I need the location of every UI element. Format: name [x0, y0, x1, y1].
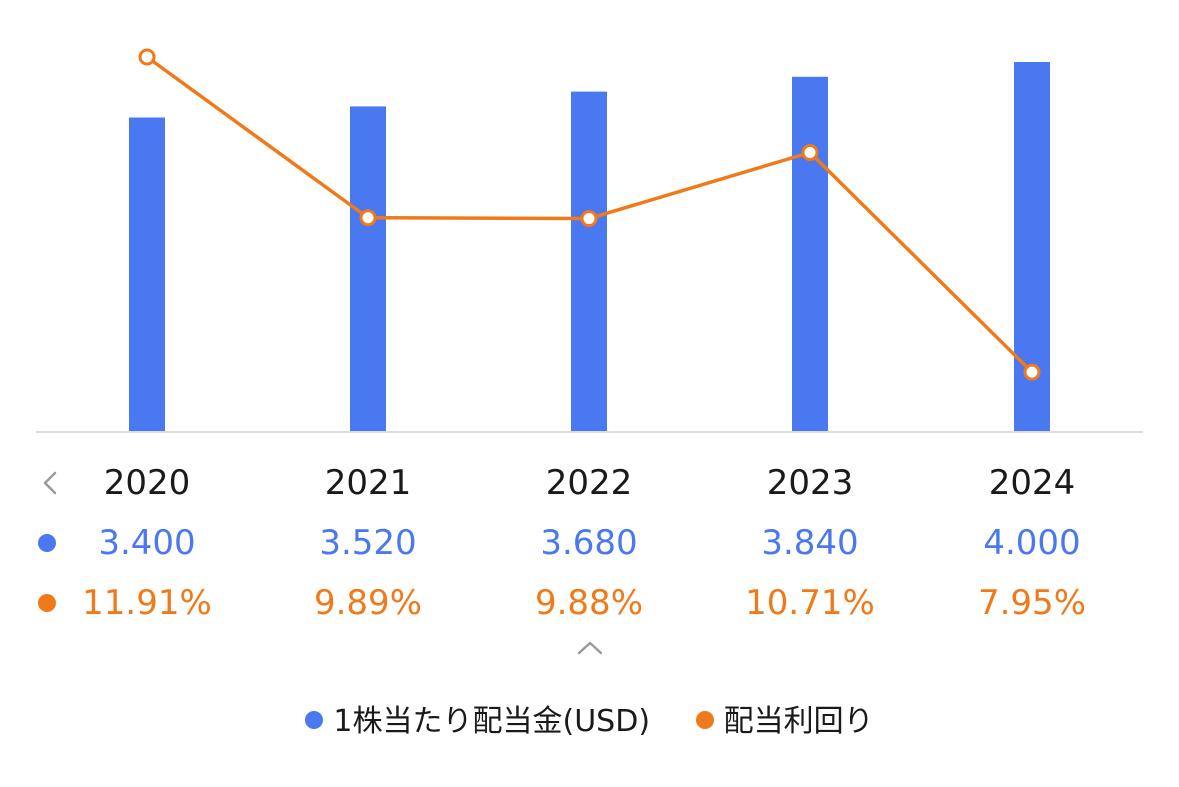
chart-legend: 1株当たり配当金(USD) 配当利回り	[0, 700, 1179, 744]
legend-dot-dividend	[305, 711, 324, 729]
chevron-up-icon[interactable]	[572, 633, 608, 663]
legend-label-yield: 配当利回り	[723, 704, 874, 739]
chevron-left-icon[interactable]	[33, 464, 71, 502]
year-row: 2020 2021 2022 2023 2024	[0, 458, 1179, 508]
dividend-bar-2022[interactable]	[571, 91, 607, 432]
year-label: 2021	[324, 463, 412, 503]
dividend-bar-2023[interactable]	[792, 76, 828, 433]
dividend-chart	[36, 48, 1143, 433]
year-label: 2023	[766, 463, 854, 503]
yield-value: 11.91%	[82, 583, 212, 623]
legend-item-dividend[interactable]: 1株当たり配当金(USD)	[305, 700, 650, 744]
dividend-bar-2021[interactable]	[350, 106, 386, 433]
yield-point-2021[interactable]	[359, 209, 377, 227]
yield-row: 11.91% 9.89% 9.88% 10.71% 7.95%	[0, 578, 1179, 628]
legend-dot-yield	[695, 711, 714, 729]
dividend-series-dot	[38, 534, 56, 552]
legend-item-yield[interactable]: 配当利回り	[695, 700, 874, 744]
yield-value: 7.95%	[977, 583, 1086, 623]
dividend-bars	[129, 62, 1050, 433]
dividend-value: 3.680	[540, 523, 638, 563]
yield-point-2023[interactable]	[801, 143, 819, 161]
yield-point-2020[interactable]	[138, 48, 156, 66]
dividend-row: 3.400 3.520 3.680 3.840 4.000	[0, 518, 1179, 568]
dividend-value: 3.520	[319, 523, 417, 563]
yield-value: 9.88%	[534, 583, 643, 623]
year-label: 2020	[103, 463, 191, 503]
dividend-bar-2020[interactable]	[129, 117, 165, 433]
yield-series-dot	[38, 594, 56, 612]
yield-point-2022[interactable]	[580, 210, 598, 228]
yield-point-2024[interactable]	[1023, 363, 1041, 381]
legend-label-dividend: 1株当たり配当金(USD)	[333, 704, 651, 739]
dividend-value: 4.000	[983, 523, 1081, 563]
year-label: 2022	[545, 463, 633, 503]
yield-points	[138, 48, 1041, 381]
yield-value: 9.89%	[313, 583, 422, 623]
dividend-value: 3.840	[761, 523, 859, 563]
dividend-value: 3.400	[98, 523, 196, 563]
yield-value: 10.71%	[745, 583, 875, 623]
year-label: 2024	[988, 463, 1076, 503]
